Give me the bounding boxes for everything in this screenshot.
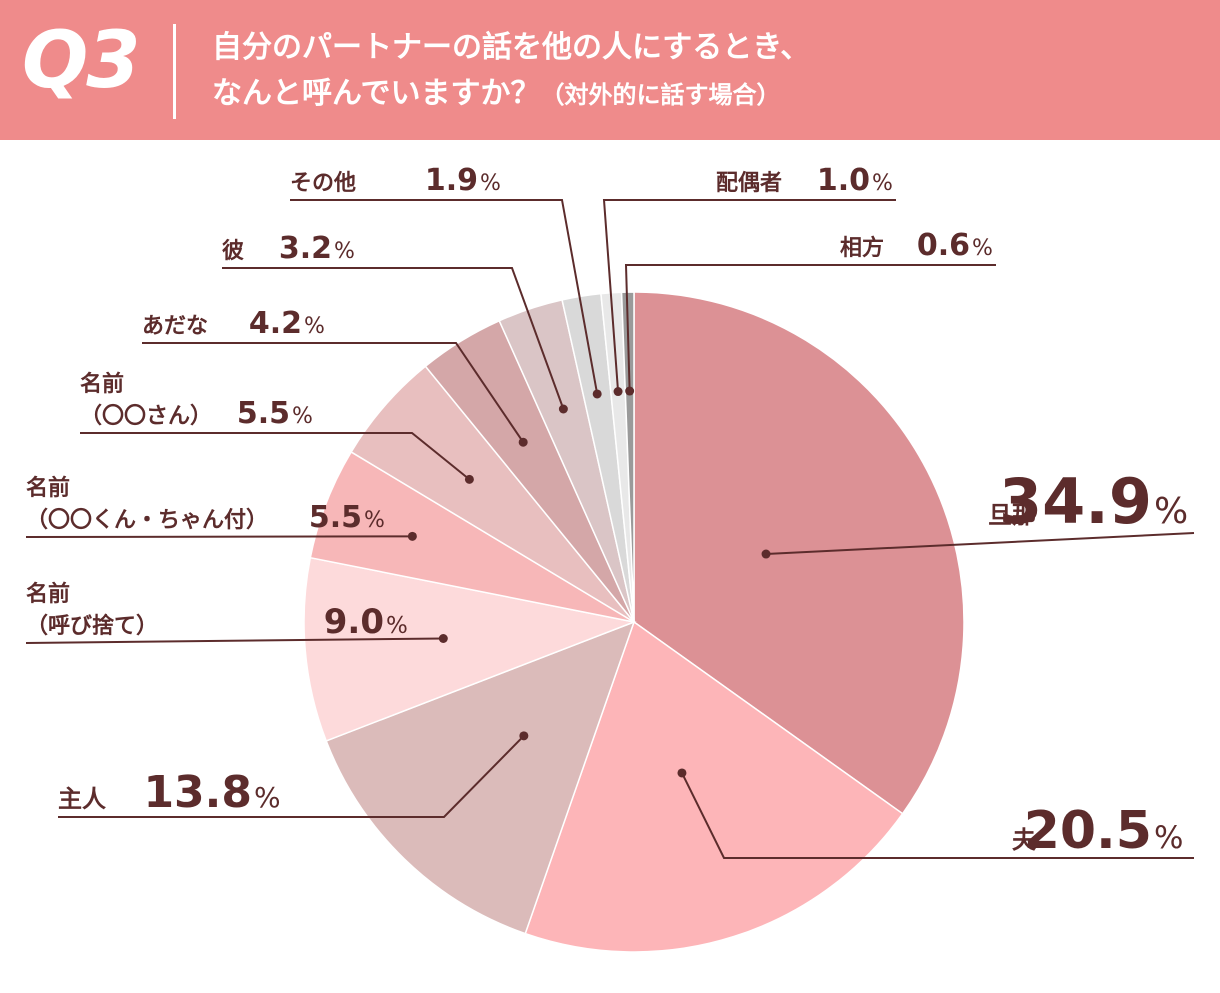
leader-line <box>290 199 599 395</box>
pie-slice <box>303 556 637 742</box>
leader-line <box>80 432 471 481</box>
question-number: Q3 <box>22 16 141 106</box>
leader-line <box>58 735 525 818</box>
slice-value: 13.8 <box>143 767 252 818</box>
percent-sign: % <box>292 404 313 429</box>
percent-sign: % <box>254 781 281 814</box>
slice-label: 彼 <box>222 238 244 264</box>
percent-sign: % <box>1154 820 1183 856</box>
leader-line <box>602 199 896 392</box>
question-note: （対外的に話す場合） <box>540 81 781 109</box>
slice-label: （〇〇くん・ちゃん付） <box>26 508 268 533</box>
slice-value: 34.9 <box>999 465 1152 538</box>
slice-value: 5.5 <box>309 500 362 535</box>
percent-sign: % <box>386 613 408 639</box>
slice-value: 3.2 <box>279 231 332 266</box>
leader-line <box>25 637 444 644</box>
percent-sign: % <box>972 236 993 261</box>
question-header: Q3 自分のパートナーの話を他の人にするとき、 なんと呼んでいますか？（対外的に… <box>0 0 1220 140</box>
slice-value: 4.2 <box>249 306 302 341</box>
slice-label: （〇〇さん） <box>80 404 212 429</box>
percent-sign: % <box>1154 491 1188 532</box>
slice-label: 配偶者 <box>716 171 782 196</box>
slice-value: 5.5 <box>237 396 290 431</box>
slice-label: 相方 <box>840 235 884 261</box>
question-main: なんと呼んでいますか？ <box>212 76 541 111</box>
slice-value: 1.9 <box>425 163 478 198</box>
leader-line <box>681 772 1194 859</box>
leader-line <box>25 535 413 538</box>
slice-value: 20.5 <box>1024 801 1152 861</box>
slice-label: 名前 <box>80 371 124 397</box>
percent-sign: % <box>480 171 501 196</box>
question-line-1: 自分のパートナーの話を他の人にするとき、 <box>212 30 811 65</box>
leader-lines <box>25 199 1195 859</box>
slice-value: 0.6 <box>917 228 970 263</box>
header-divider <box>173 24 176 119</box>
leader-line <box>624 264 996 392</box>
question-text: 自分のパートナーの話を他の人にするとき、 なんと呼んでいますか？（対外的に話す場… <box>212 25 810 118</box>
slice-value: 9.0 <box>324 602 384 642</box>
slice-label: （呼び捨て） <box>26 613 158 639</box>
slice-label: その他 <box>290 171 356 196</box>
question-line-2: なんと呼んでいますか？（対外的に話す場合） <box>212 71 810 118</box>
percent-sign: % <box>872 171 893 196</box>
percent-sign: % <box>364 508 385 533</box>
slice-value: 1.0 <box>817 163 870 198</box>
slice-label: 旦那 <box>988 501 1036 529</box>
percent-sign: % <box>334 239 355 264</box>
slice-label: 主人 <box>58 785 106 813</box>
pie-slice <box>524 620 904 953</box>
slice-label: 名前 <box>26 581 70 607</box>
pie-slices <box>303 291 965 953</box>
slice-label: あだな <box>142 314 208 339</box>
leader-line <box>142 342 525 443</box>
leader-line <box>765 532 1195 556</box>
leader-line <box>222 267 565 410</box>
slice-label: 夫 <box>1012 826 1037 854</box>
slice-label: 名前 <box>26 475 70 501</box>
pie-slice <box>325 620 636 935</box>
percent-sign: % <box>304 314 325 339</box>
